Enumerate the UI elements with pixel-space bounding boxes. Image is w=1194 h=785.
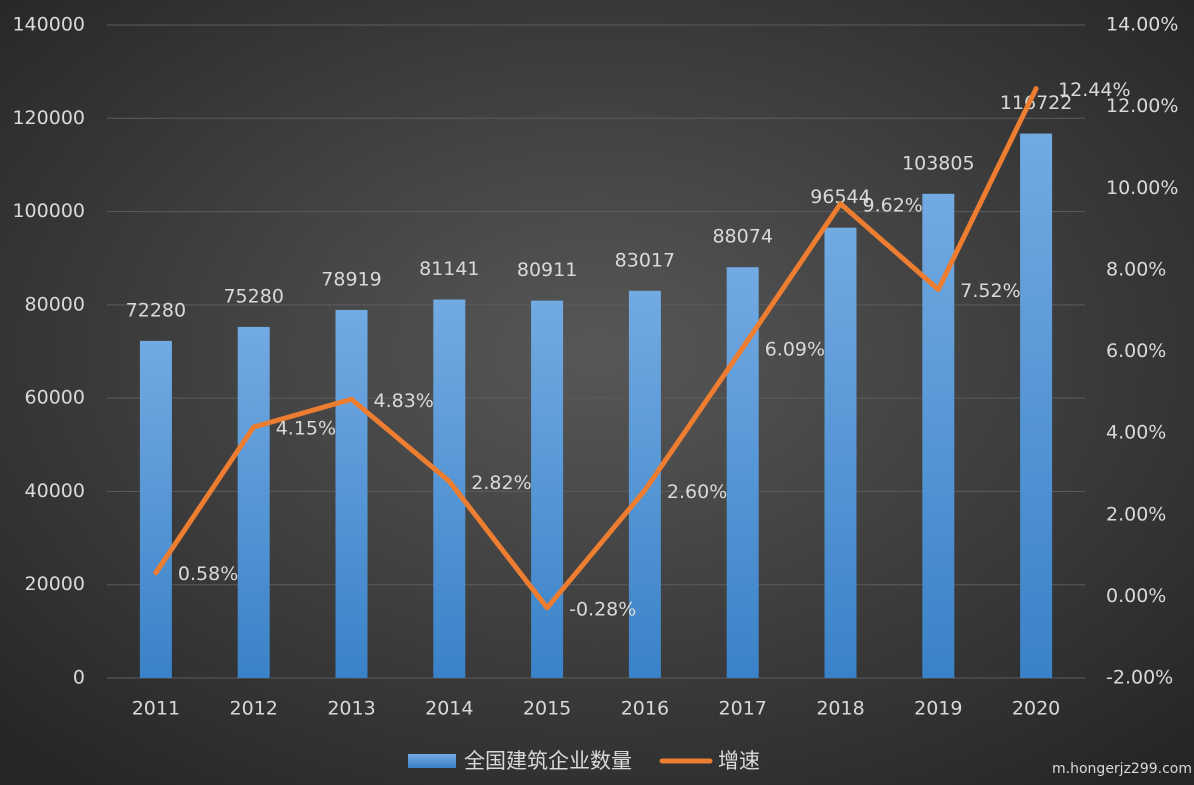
x-tick-label: 2020 <box>1012 698 1060 720</box>
bar <box>139 340 172 678</box>
bar <box>1020 133 1053 678</box>
bar <box>433 299 466 678</box>
x-tick-label: 2017 <box>719 698 767 720</box>
x-tick-label: 2014 <box>425 698 473 720</box>
line-value-label: 12.44% <box>1058 79 1130 101</box>
bar-value-label: 78919 <box>321 268 381 290</box>
line <box>153 86 1039 611</box>
y-tick-label: 20000 <box>25 573 85 595</box>
bar-value-label: 116722 <box>1000 92 1073 114</box>
line-value-label: 2.82% <box>471 472 531 494</box>
line-value-label: 9.62% <box>863 194 923 216</box>
bar-value-label: 72280 <box>126 299 186 321</box>
x-tick-label: 2013 <box>327 698 375 720</box>
y2-tick-label: 4.00% <box>1106 422 1166 444</box>
x-tick-label: 2015 <box>523 698 571 720</box>
bar-value-label: 81141 <box>419 258 479 280</box>
y2-tick-label: 14.00% <box>1106 14 1178 36</box>
bar-value-label: 80911 <box>517 259 577 281</box>
y2-tick-label: 6.00% <box>1106 340 1166 362</box>
y-tick-label: 0 <box>73 667 85 689</box>
y-tick-label: 80000 <box>25 293 85 315</box>
legend-swatch <box>408 754 456 768</box>
line-value-label: 0.58% <box>178 563 238 585</box>
line-value-label: 4.83% <box>374 390 434 412</box>
line-value-label: 2.60% <box>667 481 727 503</box>
bar <box>335 309 368 678</box>
bar-value-label: 88074 <box>712 226 772 248</box>
x-tick-label: 2011 <box>132 698 180 720</box>
line-value-label: 6.09% <box>765 338 825 360</box>
bar-value-label: 75280 <box>223 285 283 307</box>
y-tick-label: 100000 <box>12 200 85 222</box>
y2-tick-label: -2.00% <box>1106 667 1173 689</box>
bar <box>628 290 661 678</box>
bar-value-label: 96544 <box>810 186 870 208</box>
x-tick-label: 2016 <box>621 698 669 720</box>
x-tick-label: 2012 <box>230 698 278 720</box>
y-tick-label: 140000 <box>12 14 85 36</box>
line-value-label: 4.15% <box>276 418 336 440</box>
x-tick-label: 2019 <box>914 698 962 720</box>
legend-label: 全国建筑企业数量 <box>464 749 632 773</box>
bar-value-label: 103805 <box>902 152 975 174</box>
line-value-label: 7.52% <box>960 280 1020 302</box>
legend-label: 增速 <box>718 749 760 773</box>
y2-tick-label: 2.00% <box>1106 503 1166 525</box>
bar <box>237 326 270 678</box>
y-tick-label: 40000 <box>25 480 85 502</box>
y2-tick-label: 10.00% <box>1106 177 1178 199</box>
x-tick-label: 2018 <box>816 698 864 720</box>
y-tick-label: 120000 <box>12 107 85 129</box>
y-tick-label: 60000 <box>25 387 85 409</box>
y2-tick-label: 0.00% <box>1106 585 1166 607</box>
bar-value-label: 83017 <box>615 249 675 271</box>
y2-tick-label: 8.00% <box>1106 258 1166 280</box>
bar <box>922 193 955 678</box>
watermark: m.hongerjz299.com <box>1052 761 1192 777</box>
bar <box>531 300 564 678</box>
y2-tick-label: 12.00% <box>1106 95 1178 117</box>
bar <box>824 227 857 678</box>
line-value-label: -0.28% <box>569 598 636 620</box>
